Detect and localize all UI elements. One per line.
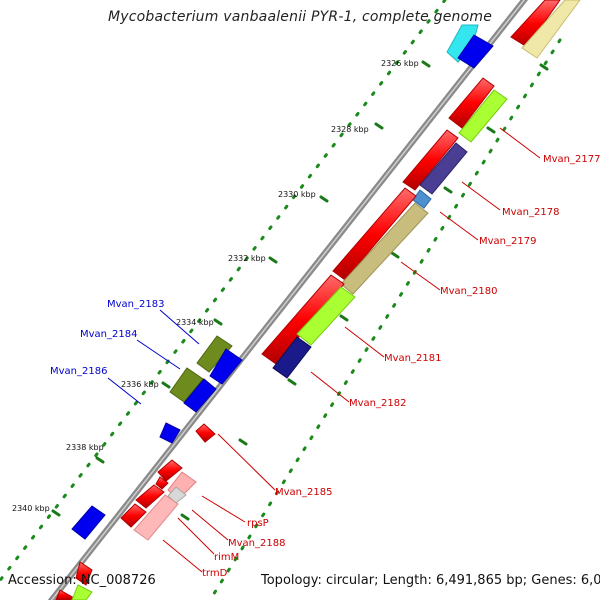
- gene-red-left: [120, 503, 147, 528]
- tick-labels: 2326 kbp 2328 kbp 2330 kbp 2332 kbp 2334…: [12, 59, 419, 513]
- gene-olive-2: [169, 367, 204, 403]
- gene-label: trmD: [202, 568, 228, 579]
- gene-blue-1: [209, 348, 243, 385]
- gene-blue-3: [159, 422, 181, 444]
- tick-2340: [51, 509, 61, 517]
- gene-green-bottom: [71, 584, 93, 600]
- tick-marks: [51, 60, 549, 521]
- tick-2328: [374, 122, 384, 130]
- gene-label: Mvan_2188: [228, 538, 285, 549]
- accession-text: Accession: NC_008726: [8, 573, 156, 588]
- gene-label: Mvan_2186: [50, 366, 107, 377]
- gene-khaki-top: [521, 0, 581, 59]
- tick-label: 2336 kbp: [121, 380, 159, 389]
- gene-label: rimM: [214, 552, 239, 563]
- tick-2332: [268, 256, 278, 264]
- gene-blue-2: [183, 378, 217, 413]
- gene-blue-top: [457, 34, 494, 69]
- reverse-gene-labels: Mvan_2183 Mvan_2184 Mvan_2186: [50, 299, 200, 405]
- map-title: Mycobacterium vanbaalenii PYR-1, complet…: [107, 9, 493, 25]
- tick-label: 2328 kbp: [331, 125, 369, 134]
- reverse-strand-genes: [71, 24, 494, 540]
- gene-red-bottom: [75, 561, 93, 586]
- gene-olive-1: [196, 335, 233, 373]
- tick-label: 2326 kbp: [381, 59, 419, 68]
- gene-label: Mvan_2179: [479, 236, 536, 247]
- genome-backbone: [45, 0, 530, 600]
- gene-red-bottom-2: [55, 589, 76, 600]
- gene-red-2178: [402, 129, 459, 191]
- gene-red-2177: [448, 77, 495, 129]
- tick-2336: [161, 381, 171, 389]
- gene-purple-2178: [419, 142, 468, 195]
- gene-label: Mvan_2185: [275, 487, 332, 498]
- topology-text: Topology: circular; Length: 6,491,865 bp…: [261, 573, 600, 588]
- tick-label: 2330 kbp: [278, 190, 316, 199]
- tick-2330: [319, 195, 329, 203]
- gene-blue-4: [71, 505, 106, 540]
- gene-label: Mvan_2181: [384, 353, 441, 364]
- tick-label: 2340 kbp: [12, 504, 50, 513]
- tick-label: 2332 kbp: [228, 254, 266, 263]
- inner-dotted-ring: [208, 38, 562, 600]
- tick-label: 2338 kbp: [66, 443, 104, 452]
- forward-strand-genes: [55, 0, 581, 600]
- gene-label: Mvan_2182: [349, 398, 406, 409]
- gene-navy-2182: [272, 336, 312, 379]
- gene-label: Mvan_2178: [502, 207, 559, 218]
- gene-label: Mvan_2177: [543, 154, 600, 165]
- gene-green-2177: [458, 89, 508, 143]
- gene-label: rpsP: [247, 518, 269, 529]
- gene-red-small: [155, 476, 169, 490]
- tick-2326: [421, 60, 431, 68]
- gene-green-2181: [296, 286, 356, 346]
- gene-label: Mvan_2180: [440, 286, 497, 297]
- tick-2334: [213, 318, 223, 326]
- outer-dotted-ring: [0, 0, 447, 583]
- gene-khaki-2180: [340, 202, 429, 295]
- gene-red-2185: [195, 423, 216, 443]
- tick-label: 2334 kbp: [176, 318, 214, 327]
- gene-label: Mvan_2184: [80, 329, 137, 340]
- tick-2338: [95, 456, 105, 464]
- gene-red-trmD: [135, 484, 165, 509]
- gene-label: Mvan_2183: [107, 299, 164, 310]
- gene-pink-trmD: [133, 494, 179, 541]
- forward-gene-labels: Mvan_2177 Mvan_2178 Mvan_2179 Mvan_2180 …: [162, 127, 600, 579]
